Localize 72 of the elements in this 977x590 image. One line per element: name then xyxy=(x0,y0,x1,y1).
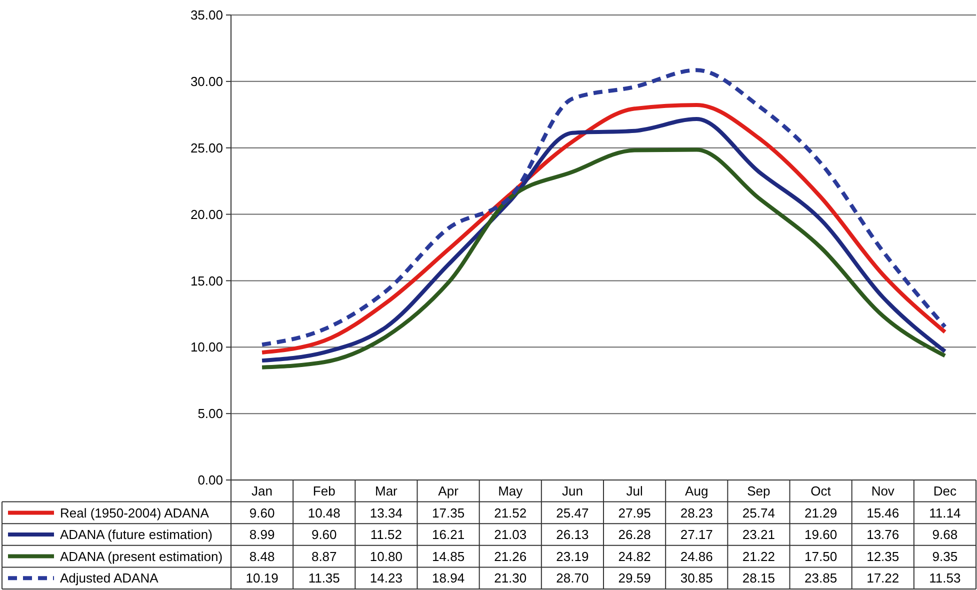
y-tick-label: 30.00 xyxy=(190,74,223,89)
y-tick-label: 0.00 xyxy=(198,472,223,488)
legend-label: Adjusted ADANA xyxy=(60,570,159,586)
data-label: 21.30 xyxy=(494,570,527,586)
y-tick-label: 15.00 xyxy=(190,273,223,288)
x-tick-label: Nov xyxy=(871,483,895,498)
data-label: 13.34 xyxy=(370,505,402,520)
data-label: 9.60 xyxy=(249,505,275,520)
x-tick-label: Mar xyxy=(375,483,398,498)
data-label: 10.48 xyxy=(308,505,340,520)
x-tick-label: Oct xyxy=(810,483,832,498)
x-tick-label: Sep xyxy=(747,483,770,498)
data-label: 26.28 xyxy=(618,527,651,542)
data-label: 8.87 xyxy=(311,548,337,564)
data-label: 9.60 xyxy=(311,527,337,542)
data-label: 26.13 xyxy=(556,527,589,542)
data-label: 11.14 xyxy=(929,505,961,520)
legend-label: ADANA (present estimation) xyxy=(60,548,223,564)
data-label: 21.29 xyxy=(804,505,838,520)
legend-label: ADANA (future estimation) xyxy=(60,527,212,542)
x-tick-label: Jun xyxy=(562,483,583,498)
data-label: 28.70 xyxy=(556,570,589,586)
data-label: 24.86 xyxy=(680,548,713,564)
data-label: 23.85 xyxy=(804,570,838,586)
data-label: 8.99 xyxy=(249,527,275,542)
data-label: 15.46 xyxy=(866,505,900,520)
x-tick-label: Aug xyxy=(685,483,708,498)
data-label: 17.22 xyxy=(866,570,900,586)
legend-label: Real (1950-2004) ADANA xyxy=(60,505,210,520)
data-label: 9.68 xyxy=(932,527,958,542)
data-label: 16.21 xyxy=(432,527,465,542)
data-label: 17.35 xyxy=(432,505,465,520)
data-label: 11.52 xyxy=(370,527,402,542)
data-label: 21.03 xyxy=(494,527,527,542)
x-tick-label: Jul xyxy=(626,483,643,498)
data-label: 28.15 xyxy=(742,570,775,586)
data-label: 17.50 xyxy=(804,548,838,564)
data-label: 24.82 xyxy=(618,548,651,564)
data-label: 9.35 xyxy=(932,548,958,564)
data-label: 27.95 xyxy=(618,505,651,520)
data-label: 14.23 xyxy=(370,570,402,586)
data-label: 19.60 xyxy=(804,527,838,542)
data-label: 29.59 xyxy=(618,570,651,586)
data-label: 27.17 xyxy=(680,527,713,542)
data-label: 10.19 xyxy=(246,570,278,586)
data-label: 14.85 xyxy=(432,548,465,564)
data-label: 11.35 xyxy=(308,570,340,586)
data-label: 8.48 xyxy=(249,548,275,564)
y-tick-label: 35.00 xyxy=(190,8,223,23)
data-label: 10.80 xyxy=(370,548,402,564)
x-tick-label: Feb xyxy=(312,483,336,498)
y-tick-label: 20.00 xyxy=(190,206,223,222)
x-tick-label: May xyxy=(498,483,524,498)
data-label: 25.74 xyxy=(742,505,775,520)
x-tick-label: Dec xyxy=(933,483,958,498)
y-tick-label: 25.00 xyxy=(190,140,223,156)
data-label: 18.94 xyxy=(432,570,465,586)
x-tick-label: Apr xyxy=(438,483,460,498)
data-label: 28.23 xyxy=(680,505,713,520)
data-label: 23.19 xyxy=(556,548,589,564)
y-tick-label: 10.00 xyxy=(190,340,223,355)
data-label: 23.21 xyxy=(742,527,775,542)
data-label: 21.26 xyxy=(494,548,527,564)
data-label: 25.47 xyxy=(556,505,589,520)
y-tick-label: 5.00 xyxy=(198,406,223,422)
data-label: 12.35 xyxy=(866,548,900,564)
data-label: 30.85 xyxy=(680,570,713,586)
data-label: 21.52 xyxy=(494,505,527,520)
data-label: 11.53 xyxy=(929,570,961,586)
data-label: 13.76 xyxy=(866,527,900,542)
data-label: 21.22 xyxy=(742,548,775,564)
x-tick-label: Jan xyxy=(252,483,273,498)
